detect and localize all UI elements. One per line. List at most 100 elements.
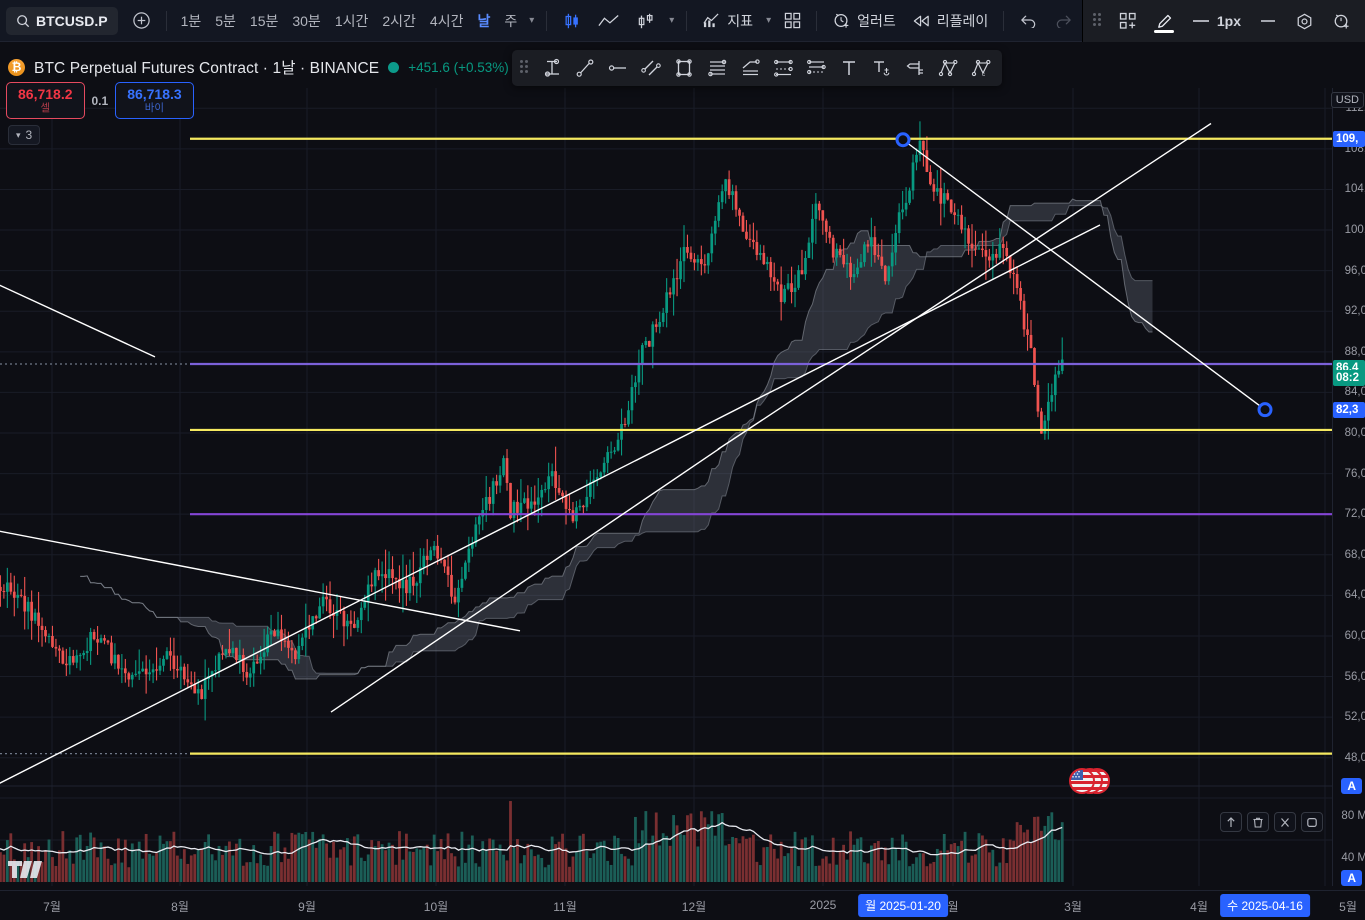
flag-sticker-drawing[interactable] [1066, 766, 1110, 799]
drawing-style-toolbar: 1px [1081, 0, 1365, 42]
cypher-pattern-tool[interactable]: c [965, 53, 996, 83]
alert-button[interactable]: 얼러트 [824, 6, 904, 36]
undo-button[interactable] [1011, 6, 1046, 36]
line-style-icon [1192, 18, 1210, 24]
maximize-icon[interactable] [1301, 812, 1323, 832]
divider [165, 10, 167, 31]
time-tick: 월 [947, 900, 959, 914]
chart-control-buttons [1220, 812, 1323, 832]
line-width-button[interactable]: 1px [1184, 6, 1249, 36]
redo-icon [1054, 13, 1073, 28]
templates-button[interactable] [1111, 6, 1145, 36]
drag-handle-icon[interactable] [520, 60, 530, 76]
timeframe-1[interactable]: 5분 [215, 12, 236, 29]
buy-price: 86,718.3 [127, 86, 182, 102]
layouts-button[interactable] [776, 6, 809, 36]
auto-scale-badge[interactable]: A [1341, 870, 1362, 886]
auto-scale-badge[interactable]: A [1341, 778, 1362, 794]
timeframe-4[interactable]: 1시간 [334, 12, 369, 29]
timeframe-6[interactable]: 4시간 [429, 12, 464, 29]
price-tick: 52,0 [1344, 711, 1365, 724]
chevron-down-icon[interactable]: ▾ [529, 15, 535, 26]
rectangle-tool[interactable] [668, 53, 699, 83]
xabcd-pattern-tool[interactable] [932, 53, 963, 83]
time-tick: 7월 [43, 900, 61, 914]
fib-retracement-tool[interactable] [701, 53, 732, 83]
redo-button[interactable] [1046, 6, 1081, 36]
quantity-label[interactable]: 0.1 [91, 93, 109, 108]
opacity-button[interactable] [1287, 6, 1322, 36]
move-up-icon[interactable] [1220, 812, 1242, 832]
pencil-icon [1155, 12, 1174, 31]
horizontal-line-tool[interactable] [602, 53, 633, 83]
drag-handle-icon[interactable] [1092, 13, 1103, 29]
sell-label: 셀 [40, 102, 51, 115]
time-highlight-badge-0[interactable]: 월 2025-01-20 [858, 894, 948, 917]
add-symbol-button[interactable] [124, 6, 159, 36]
timeframe-2[interactable]: 15분 [249, 12, 279, 29]
page-title[interactable]: BTC Perpetual Futures Contract · 1날 · BI… [34, 60, 380, 77]
text-tool[interactable] [833, 53, 864, 83]
collapse-icon[interactable] [1274, 812, 1296, 832]
bar-chart-button[interactable] [628, 6, 664, 36]
time-tick: 12월 [681, 900, 707, 914]
price-tick: 96,0 [1344, 264, 1365, 277]
price-badge-0[interactable]: 109, [1333, 130, 1365, 147]
time-tick: 10월 [423, 900, 449, 914]
pitchfork-tool[interactable] [767, 53, 798, 83]
anchored-text-tool[interactable] [866, 53, 897, 83]
candlestick-chart-button[interactable] [554, 6, 590, 36]
bitcoin-icon: ₿ [8, 58, 25, 76]
currency-label[interactable]: USD [1330, 92, 1364, 108]
chart-canvas[interactable] [0, 88, 1332, 886]
buy-label: 바이 [144, 102, 165, 115]
parallel-channel-tool[interactable] [635, 53, 666, 83]
volume-tick: 40 M [1341, 852, 1365, 864]
templates-icon [1119, 12, 1137, 30]
time-highlight-badge-1[interactable]: 수 2025-04-16 [1220, 894, 1310, 917]
buy-button[interactable]: 86,718.3 바이 [115, 82, 194, 120]
price-tick: 76,0 [1344, 467, 1365, 480]
price-axis[interactable]: 112, 108, 104, 100, 96,0 92,0 88,0 84,0 80,0 76,0… [1330, 88, 1365, 886]
cross-line-tool[interactable] [536, 53, 567, 83]
price-badge-2[interactable]: 08:2 [1333, 370, 1365, 387]
time-axis[interactable]: 7월 8월 9월 10월 11월 12월 2025 월 4월 5월 3월 월 2025-01-20 수 … [0, 890, 1365, 920]
replay-icon [912, 14, 931, 28]
gann-fan-tool[interactable] [800, 53, 831, 83]
timeframe-5[interactable]: 2시간 [382, 12, 416, 29]
timeframe-8[interactable]: 주 [504, 12, 518, 29]
line-dash-button[interactable] [1251, 6, 1285, 36]
tradingview-logo [8, 859, 44, 884]
chart-svg [0, 88, 1332, 886]
sell-price: 86,718.2 [18, 86, 73, 102]
candlestick-icon [562, 12, 582, 30]
timeframe-7[interactable]: 날 [477, 12, 491, 29]
divider [816, 10, 818, 31]
price-tick: 104, [1344, 183, 1365, 196]
replay-button[interactable]: 리플레이 [904, 6, 997, 36]
symbol-search-button[interactable]: BTCUSD.P [6, 6, 118, 35]
line-chart-button[interactable] [590, 6, 628, 36]
line-chart-icon [598, 13, 620, 29]
price-tick: 88,0 [1344, 345, 1365, 358]
sell-button[interactable]: 86,718.2 셀 [6, 82, 85, 120]
flat-top-bottom-tool[interactable] [734, 53, 765, 83]
price-badge-3[interactable]: 82,3 [1333, 401, 1365, 418]
signpost-tool[interactable] [899, 53, 930, 83]
price-change-label: +451.6 (+0.53%) [408, 59, 509, 75]
trash-icon[interactable] [1247, 812, 1269, 832]
pencil-tool-button[interactable] [1147, 6, 1182, 36]
indicators-button[interactable]: 지표 [694, 6, 761, 36]
floating-drawing-toolbar: c [512, 50, 1002, 86]
price-tick: 80,0 [1344, 427, 1365, 439]
depth-selector[interactable]: ▾ 3 [8, 125, 41, 145]
add-alert-button[interactable] [1324, 6, 1359, 36]
svg-text:c: c [982, 72, 985, 78]
symbol-label: BTCUSD.P [36, 12, 108, 29]
trend-line-tool[interactable] [569, 53, 600, 83]
timeframe-3[interactable]: 30분 [292, 12, 321, 29]
time-tick: 11월 [553, 900, 577, 914]
chevron-down-icon[interactable]: ▾ [766, 15, 772, 26]
chevron-down-icon[interactable]: ▾ [669, 15, 675, 26]
timeframe-0[interactable]: 1분 [180, 12, 202, 29]
